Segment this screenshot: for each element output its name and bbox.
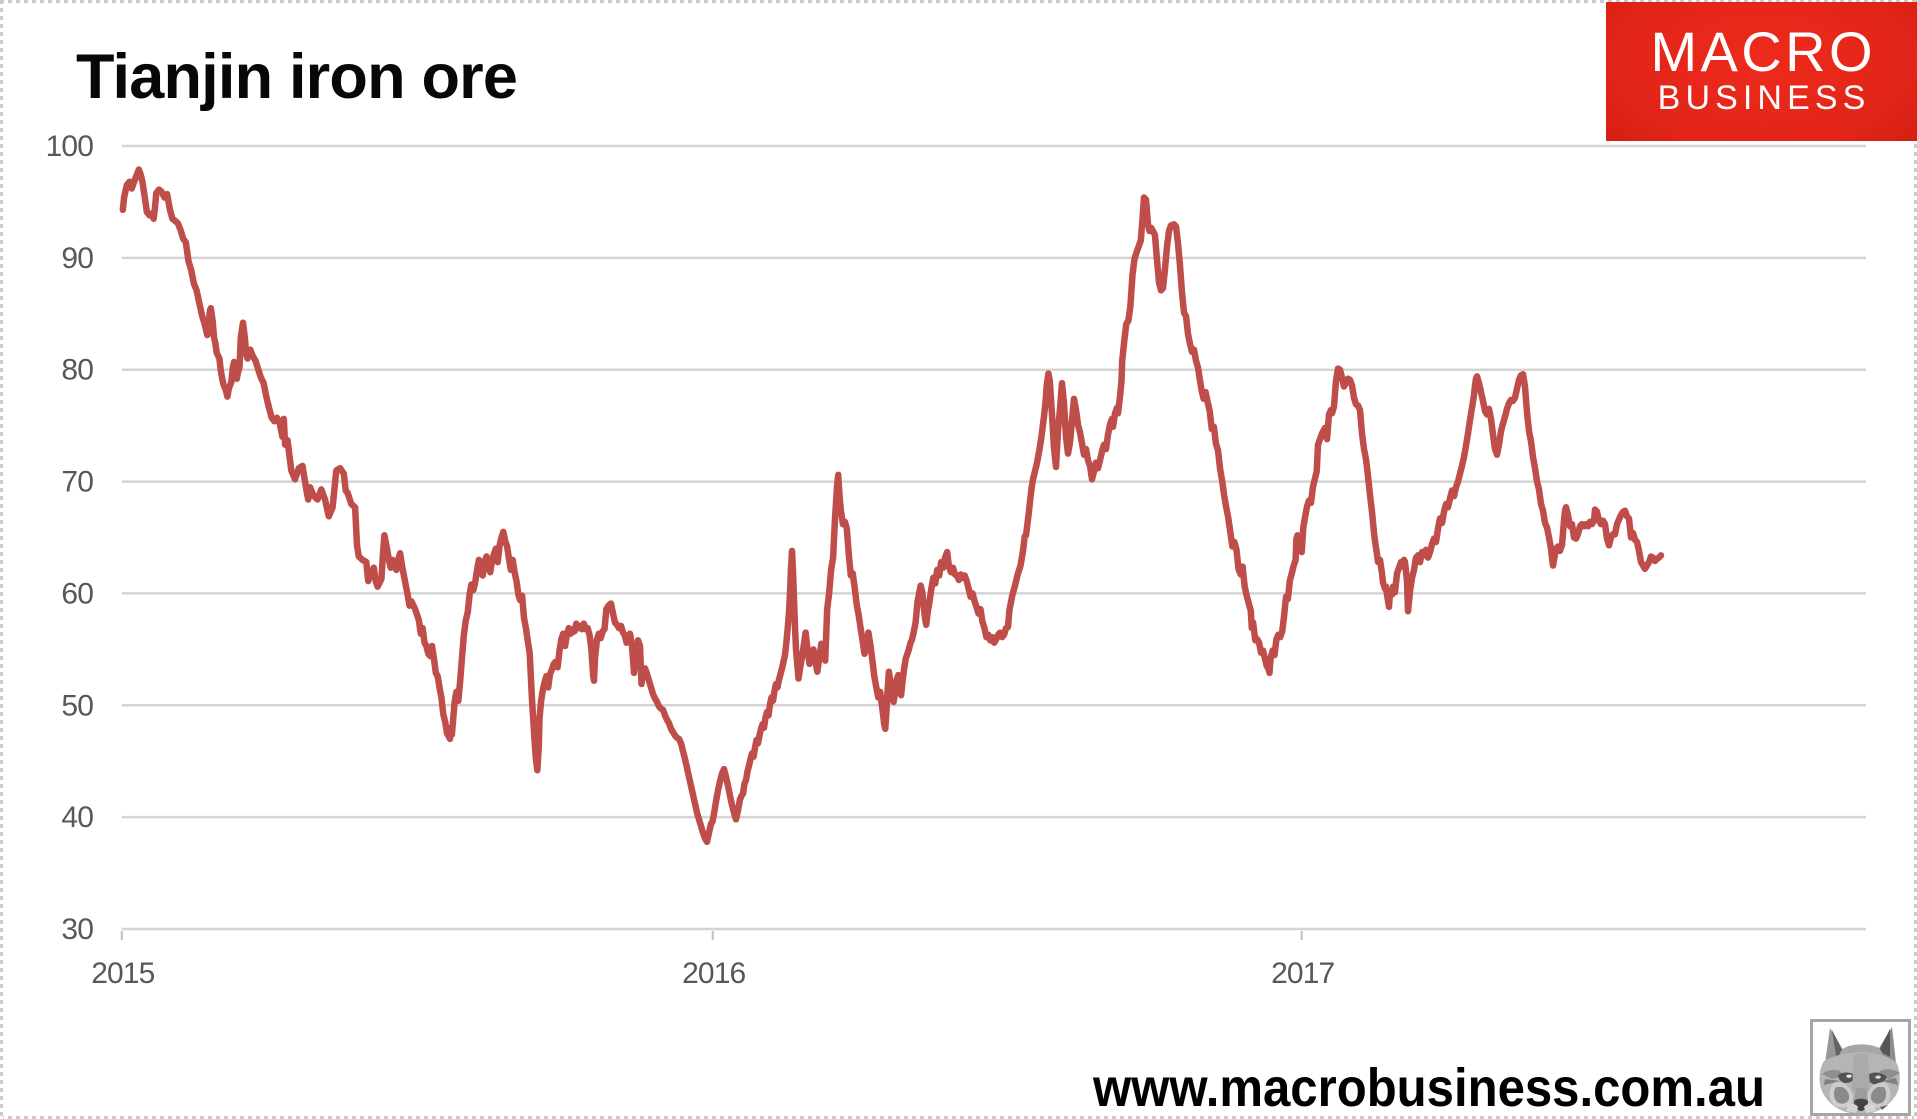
svg-text:80: 80 (61, 354, 93, 387)
svg-text:60: 60 (61, 577, 93, 610)
svg-text:2015: 2015 (91, 957, 154, 990)
svg-text:30: 30 (61, 913, 93, 946)
svg-text:70: 70 (61, 466, 93, 499)
svg-text:2016: 2016 (682, 957, 745, 990)
svg-text:100: 100 (46, 130, 94, 163)
svg-text:50: 50 (61, 689, 93, 722)
svg-text:2017: 2017 (1271, 957, 1334, 990)
svg-text:90: 90 (61, 242, 93, 275)
svg-text:40: 40 (61, 801, 93, 834)
